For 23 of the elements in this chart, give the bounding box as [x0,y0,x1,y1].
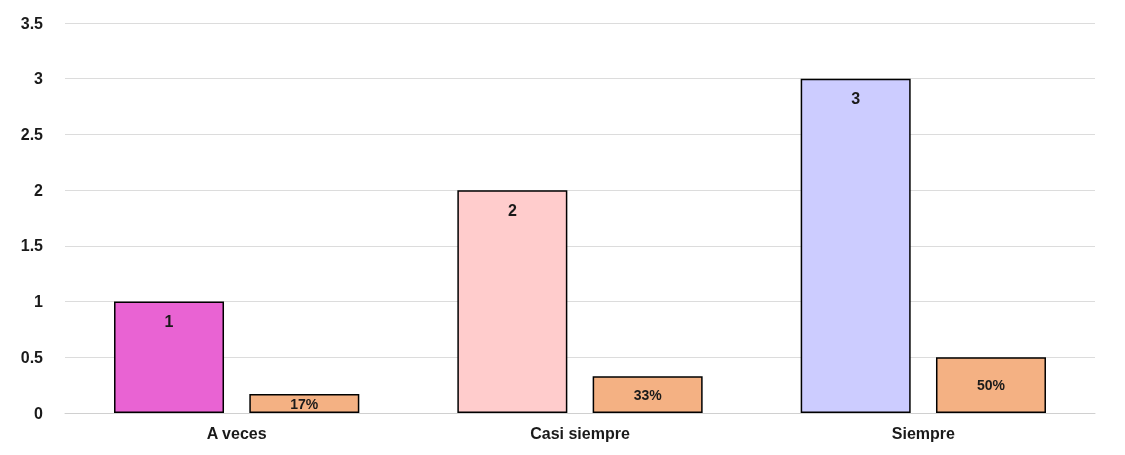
x-tick-label: Siempre [891,424,956,442]
data-label: 17% [290,395,319,412]
y-tick-label: 3 [34,70,44,88]
data-label: 50% [976,377,1006,394]
data-label: 1 [164,313,174,331]
bar [935,357,1046,413]
y-tick-label: 1.5 [20,237,44,255]
y-tick-label: 3.5 [20,14,44,32]
y-tick-label: 2.5 [20,125,44,143]
bar [592,376,703,413]
bar [800,78,911,413]
bar [457,190,568,413]
data-label: 2 [507,201,517,219]
y-tick-label: 2 [34,181,44,199]
y-tick-label: 1 [34,293,44,311]
y-tick-label: 0.5 [20,348,44,366]
data-label: 3 [851,90,861,108]
bar [249,394,360,413]
y-tick-label: 0 [34,404,44,422]
x-tick-label: Casi siempre [530,424,630,442]
bar [114,301,225,413]
x-tick-label: A veces [206,424,267,442]
data-label: 33% [633,386,663,403]
